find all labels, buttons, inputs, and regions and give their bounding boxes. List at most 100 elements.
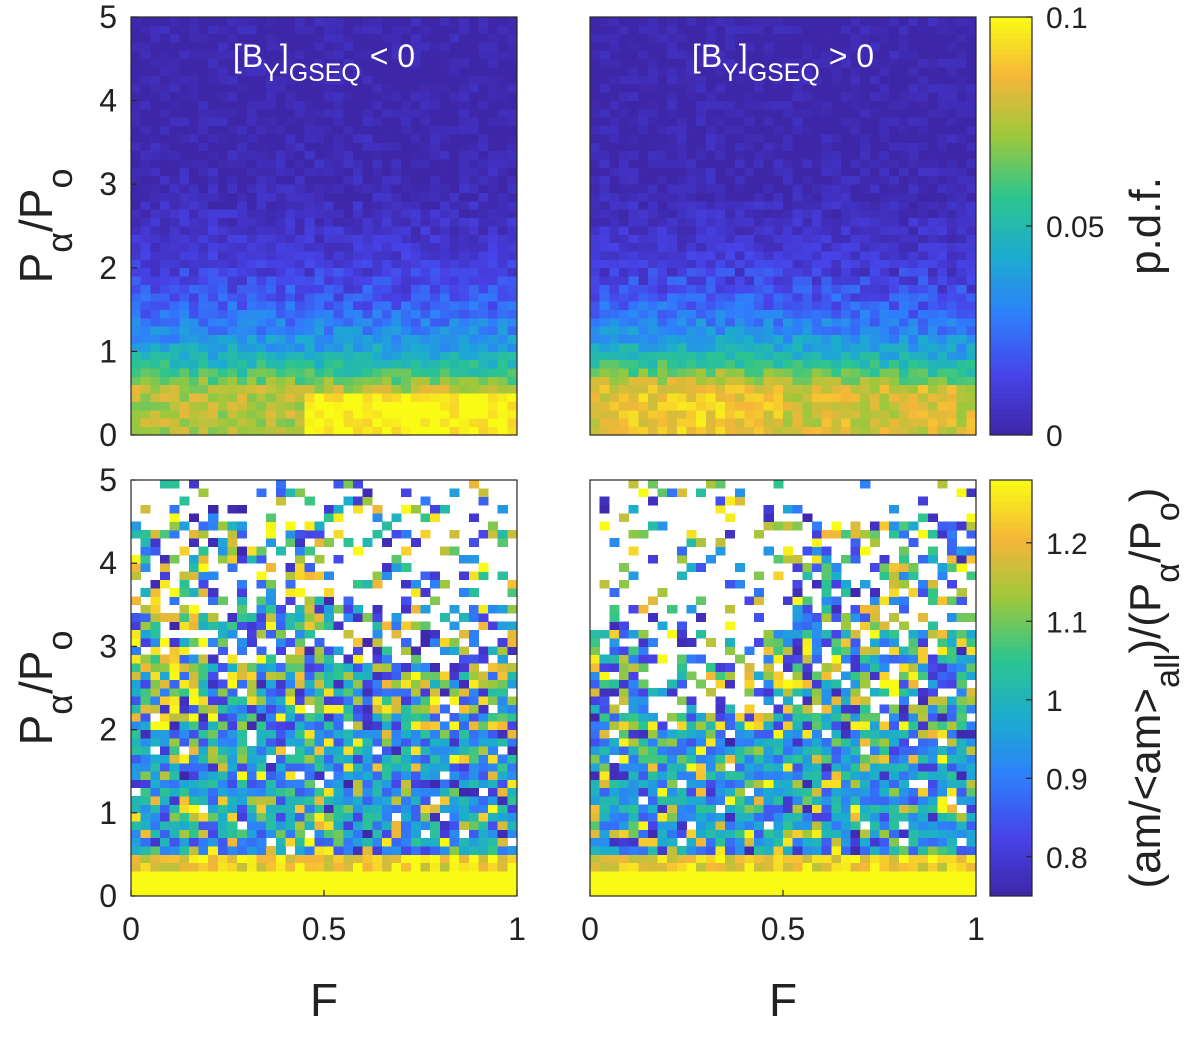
heatmap-cell: [449, 426, 460, 436]
heatmap-cell: [488, 42, 499, 51]
heatmap-cell: [609, 426, 620, 436]
heatmap-cell: [676, 192, 687, 202]
heatmap-cell: [609, 343, 620, 352]
heatmap-cell: [439, 175, 450, 185]
heatmap-cell: [420, 376, 431, 386]
heatmap-cell: [179, 17, 190, 26]
heatmap-cell: [304, 688, 315, 697]
heatmap-cell: [362, 779, 373, 789]
heatmap-cell: [295, 301, 306, 310]
heatmap-cell: [285, 376, 296, 386]
heatmap-cell: [783, 167, 794, 177]
heatmap-cell: [956, 292, 967, 302]
heatmap-cell: [159, 846, 170, 855]
heatmap-cell: [256, 209, 267, 219]
heatmap-cell: [430, 326, 441, 336]
heatmap-cell: [439, 326, 450, 336]
heatmap-cell: [821, 192, 832, 202]
heatmap-cell: [657, 200, 668, 210]
heatmap-cell: [676, 92, 687, 101]
heatmap-cell: [507, 150, 518, 160]
heatmap-cell: [381, 376, 392, 386]
heatmap-cell: [647, 50, 658, 60]
heatmap-cell: [401, 50, 412, 60]
heatmap-cell: [362, 150, 373, 160]
heatmap-cell: [169, 25, 180, 35]
heatmap-cell: [869, 67, 880, 76]
heatmap-cell: [246, 267, 257, 277]
heatmap-cell: [420, 100, 431, 110]
heatmap-cell: [439, 854, 450, 864]
heatmap-cell: [744, 142, 755, 152]
heatmap-cell: [439, 251, 450, 260]
heatmap-cell: [488, 401, 499, 411]
heatmap-cell: [647, 326, 658, 336]
heatmap-cell: [285, 712, 296, 722]
heatmap-cell: [362, 75, 373, 85]
heatmap-cell: [686, 17, 697, 26]
heatmap-cell: [449, 376, 460, 386]
heatmap-cell: [590, 301, 601, 310]
heatmap-cell: [362, 326, 373, 336]
heatmap-cell: [725, 368, 736, 377]
heatmap-cell: [715, 58, 726, 68]
heatmap-cell: [676, 25, 687, 35]
heatmap-cell: [275, 150, 286, 160]
heatmap-cell: [208, 67, 219, 76]
heatmap-cell: [811, 92, 822, 101]
heatmap-cell: [609, 326, 620, 336]
heatmap-cell: [802, 384, 813, 394]
heatmap-cell: [715, 50, 726, 60]
heatmap-cell: [966, 192, 977, 202]
heatmap-cell: [811, 108, 822, 118]
heatmap-cell: [246, 393, 257, 402]
heatmap-cell: [802, 301, 813, 310]
heatmap-cell: [898, 192, 909, 202]
heatmap-cell: [459, 267, 470, 277]
heatmap-cell: [763, 209, 774, 219]
heatmap-cell: [850, 209, 861, 219]
heatmap-cell: [420, 108, 431, 118]
heatmap-cell: [208, 309, 219, 319]
heatmap-cell: [430, 871, 441, 880]
heatmap-cell: [256, 359, 267, 369]
heatmap-cell: [850, 25, 861, 35]
heatmap-cell: [304, 401, 315, 411]
heatmap-cell: [150, 259, 161, 269]
heatmap-cell: [275, 351, 286, 361]
heatmap-cell: [285, 175, 296, 185]
heatmap-cell: [208, 259, 219, 269]
heatmap-cell: [256, 150, 267, 160]
heatmap-cell: [754, 234, 765, 244]
heatmap-cell: [783, 426, 794, 436]
heatmap-cell: [840, 217, 851, 227]
heatmap-cell: [343, 384, 354, 394]
heatmap-cell: [285, 33, 296, 43]
heatmap-cell: [266, 384, 277, 394]
heatmap-cell: [647, 401, 658, 411]
heatmap-cell: [372, 33, 383, 43]
heatmap-cell: [590, 33, 601, 43]
heatmap-cell: [140, 704, 151, 714]
heatmap-cell: [725, 309, 736, 319]
heatmap-cell: [725, 184, 736, 193]
heatmap-cell: [889, 359, 900, 369]
heatmap-cell: [401, 301, 412, 310]
heatmap-cell: [131, 167, 142, 177]
heatmap-cell: [705, 83, 716, 93]
heatmap-cell: [256, 167, 267, 177]
heatmap-cell: [937, 384, 948, 394]
heatmap-cell: [246, 401, 257, 411]
heatmap-cell: [628, 100, 639, 110]
heatmap-cell: [266, 368, 277, 377]
heatmap-cell: [188, 796, 199, 805]
heatmap-cell: [744, 309, 755, 319]
heatmap-cell: [488, 251, 499, 260]
heatmap-cell: [821, 117, 832, 127]
heatmap-cell: [401, 25, 412, 35]
heatmap-cell: [599, 359, 610, 369]
heatmap-cell: [773, 33, 784, 43]
heatmap-cell: [918, 409, 929, 419]
heatmap-cell: [275, 42, 286, 51]
heatmap-cell: [507, 812, 518, 822]
